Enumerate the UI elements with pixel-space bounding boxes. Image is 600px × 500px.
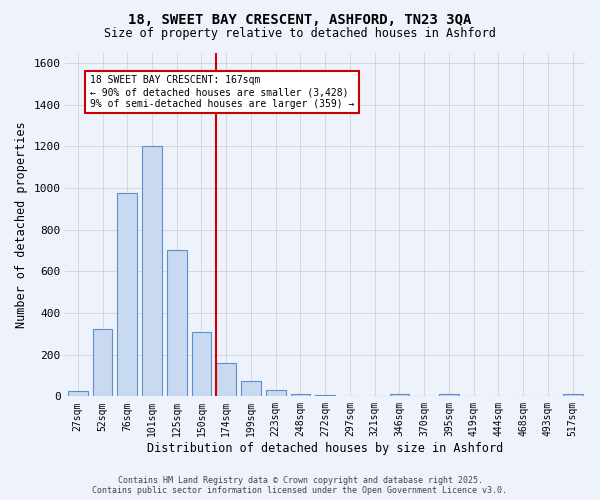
Y-axis label: Number of detached properties: Number of detached properties [15, 121, 28, 328]
Bar [439, 394, 459, 396]
Text: 18 SWEET BAY CRESCENT: 167sqm
← 90% of detached houses are smaller (3,428)
9% of: 18 SWEET BAY CRESCENT: 167sqm ← 90% of d… [90, 76, 355, 108]
Bar [191, 332, 211, 396]
Text: Size of property relative to detached houses in Ashford: Size of property relative to detached ho… [104, 28, 496, 40]
Bar [118, 193, 137, 396]
Bar [68, 391, 88, 396]
Bar [142, 146, 162, 396]
Bar [389, 394, 409, 396]
Bar [266, 390, 286, 396]
X-axis label: Distribution of detached houses by size in Ashford: Distribution of detached houses by size … [147, 442, 503, 455]
Text: 18, SWEET BAY CRESCENT, ASHFORD, TN23 3QA: 18, SWEET BAY CRESCENT, ASHFORD, TN23 3Q… [128, 12, 472, 26]
Bar [290, 394, 310, 396]
Bar [167, 250, 187, 396]
Bar [563, 394, 583, 396]
Bar [316, 394, 335, 396]
Bar [217, 363, 236, 396]
Bar [92, 328, 112, 396]
Bar [241, 380, 261, 396]
Text: Contains HM Land Registry data © Crown copyright and database right 2025.
Contai: Contains HM Land Registry data © Crown c… [92, 476, 508, 495]
